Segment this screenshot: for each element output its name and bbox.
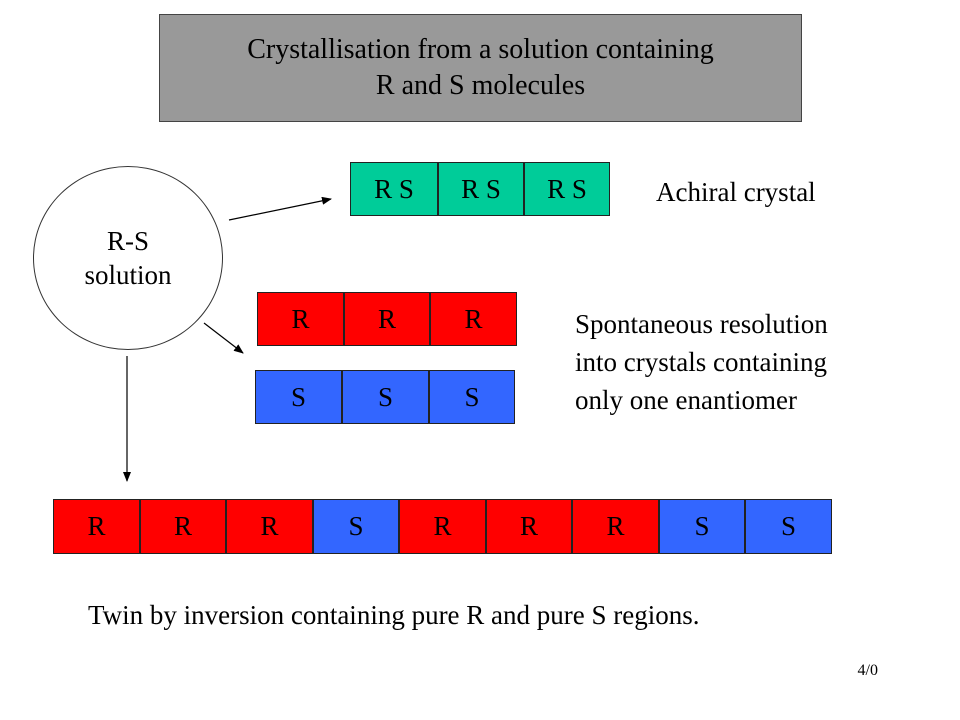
resolution-label-line-1: Spontaneous resolution bbox=[575, 309, 828, 339]
twin-cell-3-r: R bbox=[226, 499, 313, 554]
r-cell-3: R bbox=[430, 292, 517, 346]
title-line-1: Crystallisation from a solution containi… bbox=[247, 34, 714, 65]
twin-cell-4-s: S bbox=[313, 499, 399, 554]
title-line-2: R and S molecules bbox=[375, 70, 586, 101]
r-cell-1: R bbox=[257, 292, 344, 346]
twin-cell-7-r: R bbox=[572, 499, 659, 554]
resolution-label: Spontaneous resolution into crystals con… bbox=[575, 305, 828, 419]
twin-cell-8-s: S bbox=[659, 499, 745, 554]
twin-cell-5-r: R bbox=[399, 499, 486, 554]
achiral-cell-2: R S bbox=[438, 162, 524, 216]
solution-label-line-2: solution bbox=[84, 260, 172, 290]
twin-cell-1-r: R bbox=[53, 499, 140, 554]
title-box: Crystallisation from a solution containi… bbox=[159, 14, 802, 122]
resolution-label-line-3: only one enantiomer bbox=[575, 385, 797, 415]
r-cell-2: R bbox=[344, 292, 430, 346]
twin-cell-2-r: R bbox=[140, 499, 226, 554]
s-cell-1: S bbox=[255, 370, 342, 424]
solution-label-line-1: R-S bbox=[106, 226, 150, 256]
achiral-label: Achiral crystal bbox=[656, 177, 816, 207]
achiral-cell-1: R S bbox=[350, 162, 438, 216]
s-cell-2: S bbox=[342, 370, 429, 424]
achiral-cell-3: R S bbox=[524, 162, 610, 216]
arrow-to-achiral bbox=[228, 196, 332, 221]
twin-cell-6-r: R bbox=[486, 499, 572, 554]
twin-label: Twin by inversion containing pure R and … bbox=[88, 600, 700, 630]
solution-circle: R-S solution bbox=[33, 166, 223, 350]
arrow-to-resolution bbox=[203, 322, 244, 354]
page-number: 4/0 bbox=[857, 662, 878, 679]
twin-cell-9-s: S bbox=[745, 499, 832, 554]
resolution-label-line-2: into crystals containing bbox=[575, 347, 827, 377]
s-cell-3: S bbox=[429, 370, 515, 424]
